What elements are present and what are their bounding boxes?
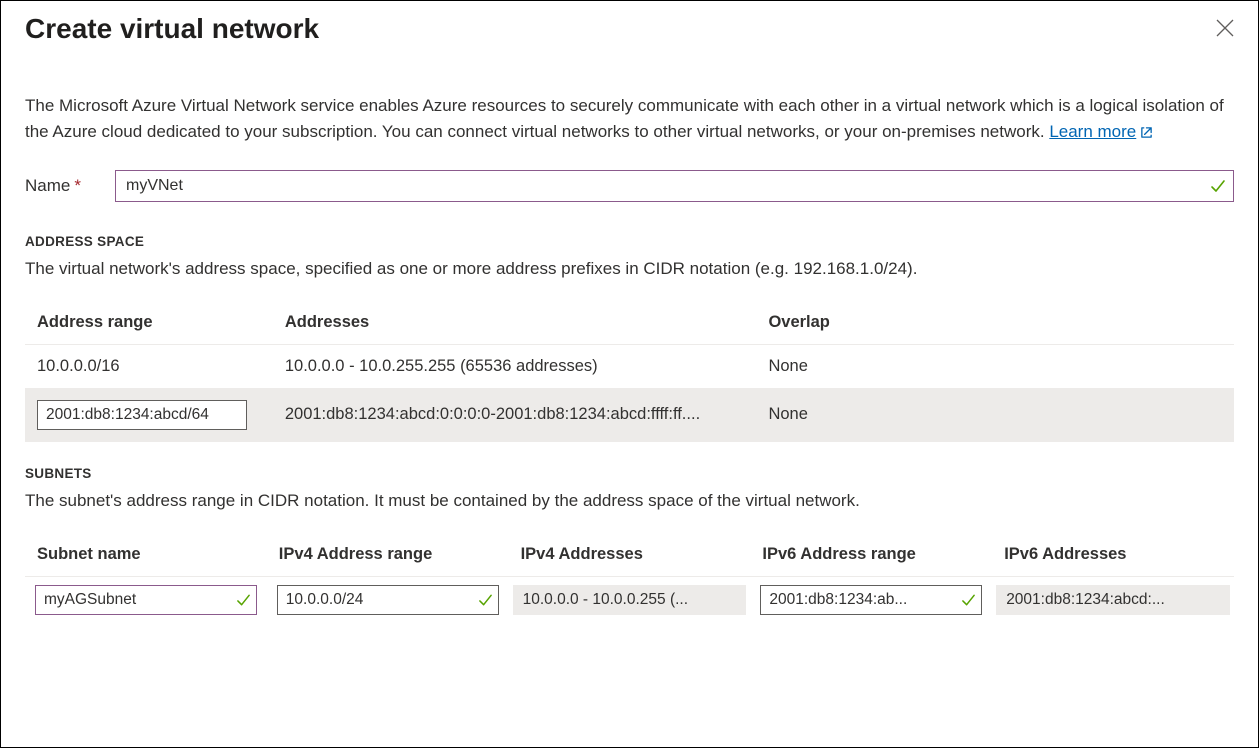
ipv6-range-input[interactable] xyxy=(760,585,982,615)
learn-more-link[interactable]: Learn more xyxy=(1049,119,1153,145)
col-addresses: Addresses xyxy=(273,303,757,345)
ipv4-addresses-readonly: 10.0.0.0 - 10.0.0.255 (... xyxy=(513,585,747,615)
table-row: 10.0.0.0 - 10.0.0.255 (... 2001:db8:1234… xyxy=(25,576,1234,623)
cell-range: 10.0.0.0/16 xyxy=(25,344,273,388)
cell-overlap: None xyxy=(756,344,1234,388)
col-ipv4-addresses: IPv4 Addresses xyxy=(509,535,751,577)
cell-ipv4-addresses: 10.0.0.0 - 10.0.0.255 (... xyxy=(509,576,751,623)
col-ipv4-range: IPv4 Address range xyxy=(267,535,509,577)
page-title: Create virtual network xyxy=(25,13,319,45)
intro-text: The Microsoft Azure Virtual Network serv… xyxy=(25,93,1234,146)
cell-addresses: 10.0.0.0 - 10.0.255.255 (65536 addresses… xyxy=(273,344,757,388)
external-link-icon xyxy=(1140,126,1153,139)
cell-ipv4-range xyxy=(267,576,509,623)
name-field-row: Name* xyxy=(25,170,1234,202)
create-vnet-panel: Create virtual network The Microsoft Azu… xyxy=(0,0,1259,748)
col-ipv6-addresses: IPv6 Addresses xyxy=(992,535,1234,577)
cell-range-edit xyxy=(25,388,273,442)
intro-body: The Microsoft Azure Virtual Network serv… xyxy=(25,96,1224,141)
ipv6-addresses-readonly: 2001:db8:1234:abcd:... xyxy=(996,585,1230,615)
cell-ipv6-addresses: 2001:db8:1234:abcd:... xyxy=(992,576,1234,623)
subnet-name-input[interactable] xyxy=(35,585,257,615)
cell-subnet-name xyxy=(25,576,267,623)
name-label: Name* xyxy=(25,176,115,196)
cell-overlap: None xyxy=(756,388,1234,442)
table-row: 2001:db8:1234:abcd:0:0:0:0-2001:db8:1234… xyxy=(25,388,1234,442)
subnets-desc: The subnet's address range in CIDR notat… xyxy=(25,491,1234,511)
address-space-desc: The virtual network's address space, spe… xyxy=(25,259,1234,279)
required-star: * xyxy=(74,176,81,195)
address-range-input[interactable] xyxy=(37,400,247,430)
address-space-heading: ADDRESS SPACE xyxy=(25,234,1234,249)
address-space-table: Address range Addresses Overlap 10.0.0.0… xyxy=(25,303,1234,442)
cell-ipv6-range xyxy=(750,576,992,623)
col-ipv6-range: IPv6 Address range xyxy=(750,535,992,577)
name-input[interactable] xyxy=(115,170,1234,202)
cell-addresses: 2001:db8:1234:abcd:0:0:0:0-2001:db8:1234… xyxy=(273,388,757,442)
table-row: 10.0.0.0/16 10.0.0.0 - 10.0.255.255 (655… xyxy=(25,344,1234,388)
ipv4-range-input[interactable] xyxy=(277,585,499,615)
col-subnet-name: Subnet name xyxy=(25,535,267,577)
subnets-heading: SUBNETS xyxy=(25,466,1234,481)
col-address-range: Address range xyxy=(25,303,273,345)
panel-header: Create virtual network xyxy=(25,13,1234,93)
name-input-wrap xyxy=(115,170,1234,202)
close-icon[interactable] xyxy=(1216,19,1234,37)
subnets-table: Subnet name IPv4 Address range IPv4 Addr… xyxy=(25,535,1234,623)
learn-more-label: Learn more xyxy=(1049,119,1136,145)
col-overlap: Overlap xyxy=(756,303,1234,345)
